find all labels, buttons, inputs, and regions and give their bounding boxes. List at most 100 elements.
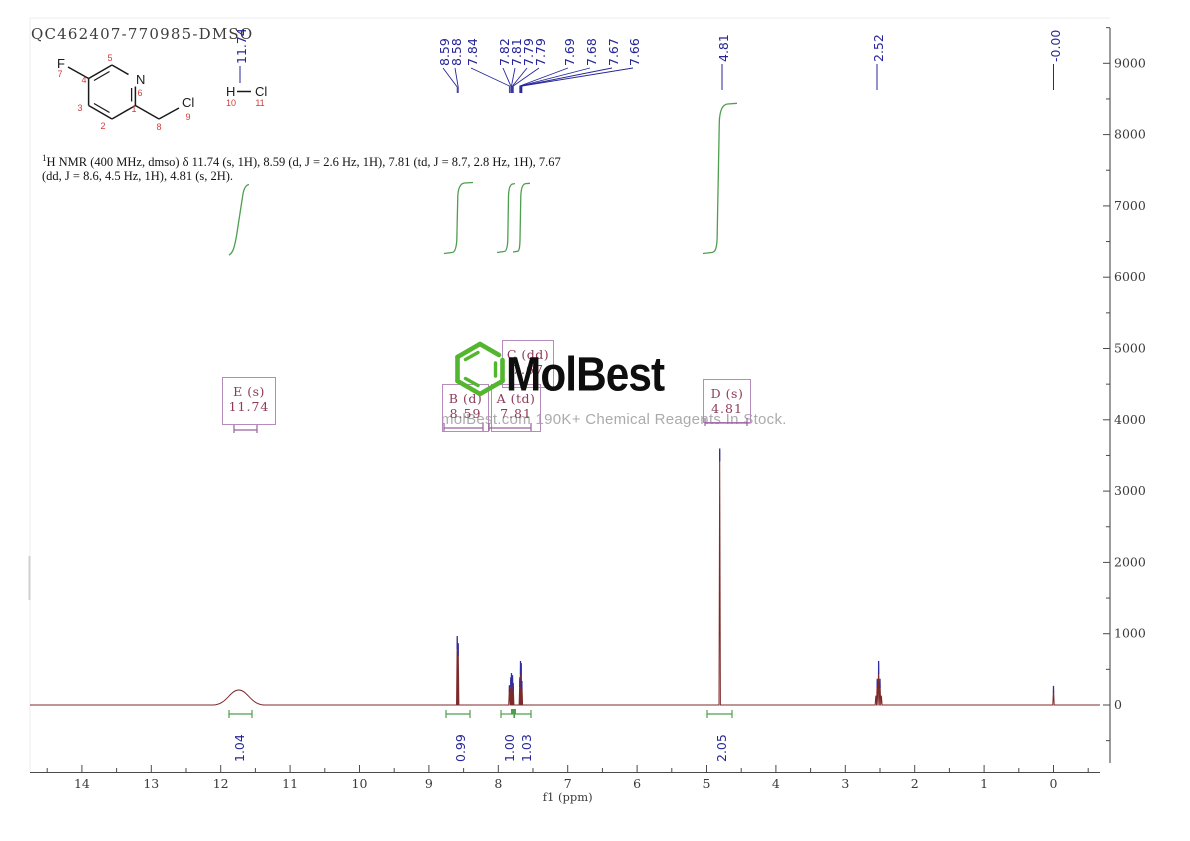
nmr-text-superscript: 1: [42, 153, 47, 163]
atom-number-10: 10: [226, 98, 236, 108]
molecule-structure: F N Cl H Cl 5 6 4 3 2 1 7 8 9 10 11: [57, 53, 267, 132]
atom-number-11: 11: [255, 98, 264, 108]
assignment-value: 11.74: [228, 399, 270, 414]
integral-curve: [496, 182, 516, 254]
peak-leader-line: [454, 67, 459, 93]
y-tick-label: 8000: [1114, 127, 1146, 142]
peak-label: 11.74: [234, 28, 249, 64]
assignment-value: 4.81: [711, 401, 743, 416]
atom-label-H-hcl: H: [226, 84, 235, 99]
y-tick-label: 0: [1114, 697, 1122, 712]
peak-leader-line: [512, 67, 528, 93]
assignment-value: 7.67: [512, 362, 544, 377]
peak-leader-line: [442, 67, 458, 93]
x-tick-label: 5: [703, 776, 711, 791]
peak-label: 7.67: [606, 38, 621, 66]
integral-value-label: 1.04: [232, 734, 247, 762]
peak-leader-line: [519, 67, 569, 93]
assignment-label: E (s): [233, 384, 265, 399]
integral-curve: [702, 102, 738, 255]
y-tick-label: 5000: [1114, 341, 1146, 356]
y-tick-label: 3000: [1114, 483, 1146, 498]
peak-leader-line: [520, 67, 613, 93]
atom-number-9: 9: [185, 112, 190, 122]
peak-leader-line: [521, 67, 634, 93]
peak-label: 2.52: [871, 34, 886, 62]
atom-label-F: F: [57, 56, 65, 71]
x-tick-label: 13: [143, 776, 159, 791]
integral-curve: [443, 181, 474, 255]
atom-number-8: 8: [156, 122, 161, 132]
atom-number-3: 3: [77, 103, 82, 113]
peak-label: 7.68: [584, 38, 599, 66]
peak-label: -0.00: [1047, 29, 1063, 62]
watermark-tagline: molBest.com 190K+ Chemical Reagents In S…: [441, 411, 787, 428]
x-tick-label: 11: [282, 776, 298, 791]
peak-label: 4.81: [716, 34, 731, 62]
integral-value-label: 2.05: [713, 734, 729, 762]
nmr-assignment-text: 1H NMR (400 MHz, dmso) δ 11.74 (s, 1H), …: [42, 151, 652, 183]
atom-number-7: 7: [57, 69, 62, 79]
assignment-value: 7.81: [500, 406, 532, 421]
x-tick-label: 6: [633, 776, 641, 791]
molbest-wordmark: MolBest: [506, 347, 665, 402]
x-tick-label: 4: [772, 776, 780, 791]
x-tick-label: 12: [213, 776, 229, 791]
assignment-label: A (td): [496, 391, 536, 406]
y-tick-label: 1000: [1114, 626, 1146, 641]
peak-leader-line: [511, 67, 516, 93]
assignment-label: D (s): [710, 386, 744, 401]
x-tick-label: 0: [1050, 776, 1058, 791]
spectrum-trace: [30, 450, 1100, 706]
y-tick-label: 4000: [1114, 412, 1146, 427]
assignment-label: B (d): [448, 391, 483, 406]
assignment-box-D: D (s) 4.81: [703, 379, 751, 423]
molbest-hexagon-logo-icon: [455, 341, 505, 397]
peak-label: 7.84: [465, 38, 480, 66]
peak-leader-line: [512, 67, 540, 93]
assignment-value: 8.59: [449, 406, 482, 421]
atom-label-N: N: [136, 72, 145, 87]
integral-region-marker: [511, 709, 516, 714]
peak-label: 7.66: [627, 38, 642, 66]
y-tick-label: 9000: [1114, 55, 1146, 70]
integral-value-label: 1.00: [502, 734, 517, 762]
x-tick-label: 1: [980, 776, 988, 791]
nmr-text-line1: H NMR (400 MHz, dmso) δ 11.74 (s, 1H), 8…: [46, 155, 561, 170]
atom-number-1: 1: [131, 104, 136, 114]
assignment-box-B: B (d) 8.59: [442, 384, 489, 432]
integral-value-label: 0.99: [453, 734, 468, 762]
sample-title: QC462407-770985-DMSO: [31, 25, 254, 43]
x-tick-label: 10: [352, 776, 368, 791]
integral-curve: [512, 182, 531, 253]
x-tick-label: 8: [494, 776, 502, 791]
y-tick-label: 6000: [1114, 269, 1146, 284]
peak-leader-line: [520, 67, 591, 93]
peak-leader-line: [502, 67, 512, 93]
peak-label: 8.58: [449, 38, 464, 66]
y-tick-label: 7000: [1114, 198, 1146, 213]
nmr-text-line2: (dd, J = 8.6, 4.5 Hz, 1H), 4.81 (s, 2H).: [42, 169, 234, 184]
atom-number-6: 6: [137, 88, 142, 98]
peak-leader-line: [470, 67, 510, 93]
x-tick-label: 7: [564, 776, 572, 791]
x-tick-label: 14: [74, 776, 90, 791]
integral-value-label: 1.03: [519, 734, 534, 762]
peak-label: 7.79: [533, 38, 548, 66]
x-tick-label: 2: [911, 776, 919, 791]
atom-label-Cl-hcl: Cl: [255, 84, 267, 99]
peak-label: 7.69: [562, 38, 577, 66]
atom-number-2: 2: [100, 121, 105, 131]
y-tick-label: 2000: [1114, 554, 1146, 569]
atom-number-4: 4: [81, 75, 86, 85]
atom-number-5: 5: [107, 53, 112, 63]
integral-curve: [228, 183, 250, 256]
assignment-box-A: A (td) 7.81: [491, 384, 541, 432]
assignment-label: C (dd): [506, 347, 550, 362]
x-axis-title: f1 (ppm): [543, 790, 593, 804]
assignment-box-E: E (s) 11.74: [222, 377, 276, 425]
x-tick-label: 3: [841, 776, 849, 791]
atom-label-Cl: Cl: [182, 95, 194, 110]
